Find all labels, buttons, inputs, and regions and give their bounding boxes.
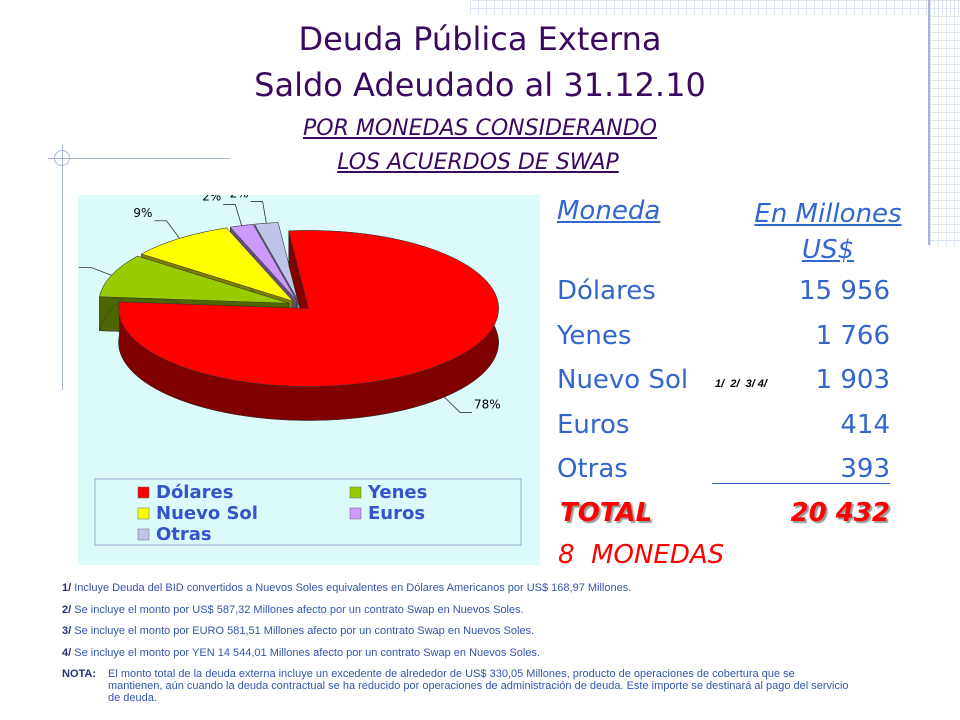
sum-line (712, 483, 890, 484)
row-amount: 1 766 (815, 320, 890, 351)
legend-label: Nuevo Sol (156, 503, 258, 524)
decor-line (928, 0, 930, 245)
footnote-marker: 4/ (62, 646, 72, 659)
footnote-marker: 2/ (62, 603, 72, 616)
row-amount: 1 903 (815, 365, 890, 395)
value-label: 9% (133, 206, 152, 220)
note-marker: NOTA: (62, 668, 97, 680)
row-amount: 414 (840, 409, 890, 440)
legend-label: Yenes (367, 482, 427, 503)
pie-slice (118, 230, 499, 387)
row-name: Nuevo Sol (557, 365, 689, 395)
leader-line (78, 266, 112, 276)
decor-line (62, 145, 63, 390)
row-name: Euros (557, 409, 630, 440)
footnote: 1/ Incluye Deuda del BID convertidos a N… (62, 582, 852, 594)
pie-slice (140, 227, 294, 302)
value-label: 2% (202, 195, 221, 204)
legend-label: Euros (368, 503, 425, 524)
legend-swatch (349, 486, 362, 499)
footnote: 4/ Se incluye el monto por YEN 14 544,01… (62, 647, 852, 659)
row-name: Otras (557, 454, 628, 484)
subtitle: LOS ACUERDOS DE SWAP (337, 150, 619, 175)
decor-line (48, 158, 230, 159)
footnote: 3/ Se incluye el monto por EURO 581,51 M… (62, 625, 852, 637)
legend-swatch (137, 486, 150, 499)
row-name: Dólares (557, 276, 656, 306)
legend-swatch (349, 507, 362, 520)
subtitle: POR MONEDAS CONSIDERANDO (303, 116, 657, 141)
footnote-text: Incluye Deuda del BID convertidos a Nuev… (74, 582, 632, 594)
value-label: 2% (230, 195, 249, 201)
legend-swatch (137, 507, 150, 520)
legend-swatch (137, 528, 150, 541)
note: NOTA: El monto total de la deuda externa … (62, 668, 852, 704)
total-amount: 20 432 (790, 498, 890, 528)
pie-slice (229, 224, 297, 301)
legend-label: Otras (156, 524, 212, 545)
decor-grid (930, 0, 960, 245)
total-label: TOTAL (560, 498, 653, 528)
footnote-marker: 1/ (62, 582, 72, 594)
leader-line (444, 396, 473, 413)
footnote: 2/ Se incluye el monto por US$ 587,32 Mi… (62, 604, 852, 616)
decor-circle (54, 150, 70, 166)
title: Saldo Adeudado al 31.12.10 (254, 66, 706, 104)
row-amount: 15 956 (799, 276, 890, 306)
footnote-text: Se incluye el monto por EURO 581,51 Mill… (74, 625, 535, 637)
row-amount: 393 (840, 454, 890, 484)
leader-line (154, 220, 180, 239)
leader-line (250, 201, 267, 224)
title: Deuda Pública Externa (298, 20, 662, 58)
footnote-marker: 3/ (62, 625, 72, 637)
footnote-text: Se incluye el monto por US$ 587,32 Millo… (74, 603, 524, 616)
footnote-text: Se incluye el monto por YEN 14 544,01 Mi… (74, 646, 540, 659)
row-note: 1/ 2/ 3/ 4/ (715, 378, 767, 390)
value-label: 78% (474, 397, 501, 411)
legend-label: Dólares (156, 482, 233, 503)
decor-grid (470, 0, 960, 14)
currencies-count: 8 MONEDAS (558, 540, 725, 570)
column-header: En Millones US$ (754, 199, 902, 265)
note-text: El monto total de la deuda externa inclu… (108, 668, 849, 704)
column-header: Moneda (557, 196, 661, 226)
legend-box (94, 478, 522, 546)
row-name: Yenes (557, 320, 632, 351)
leader-line (223, 204, 242, 226)
